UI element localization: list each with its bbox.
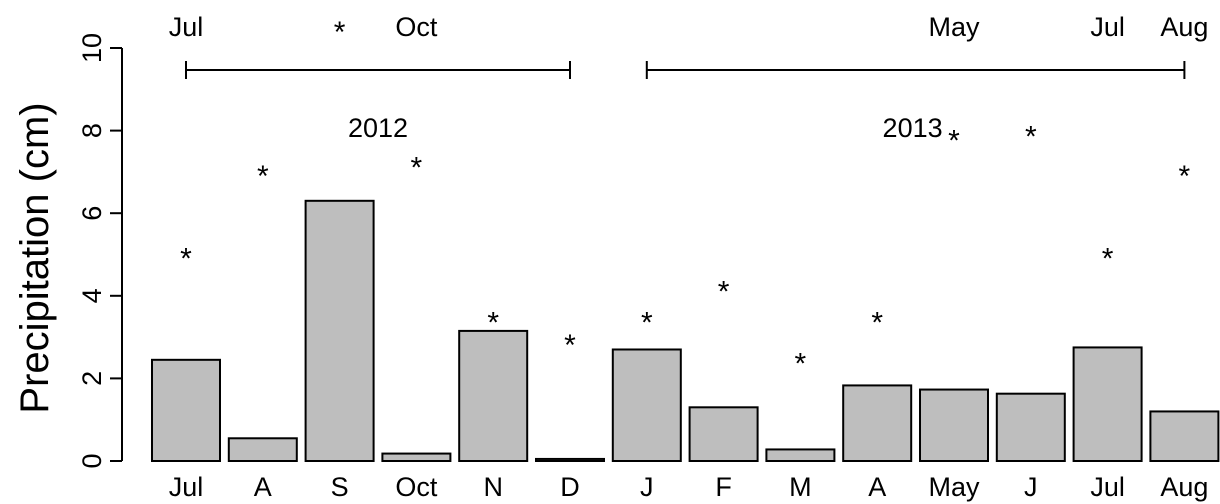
x-tick-label: A bbox=[254, 472, 272, 502]
x-tick-label: D bbox=[560, 472, 580, 502]
bar bbox=[381, 452, 452, 463]
y-tick-label: 10 bbox=[77, 33, 107, 63]
significance-star: * bbox=[1025, 121, 1037, 154]
y-axis: 0 2 4 6 8 10 bbox=[77, 33, 123, 469]
x-tick-label: F bbox=[715, 472, 732, 502]
y-tick-label: 8 bbox=[77, 123, 107, 138]
bar bbox=[842, 384, 913, 462]
x-tick-label: J bbox=[1024, 472, 1038, 502]
significance-star: * bbox=[871, 306, 883, 339]
bar bbox=[919, 388, 989, 462]
bar bbox=[1072, 346, 1143, 462]
bar bbox=[1149, 410, 1220, 463]
top-month-label: May bbox=[928, 12, 980, 42]
year-label: 2013 bbox=[883, 113, 943, 143]
top-labels: Jul * Oct May Jul Aug bbox=[169, 12, 1209, 49]
significance-star: * bbox=[257, 160, 269, 193]
x-tick-label: Oct bbox=[395, 472, 438, 502]
significance-star: * bbox=[795, 348, 807, 381]
year-brackets: 2012 2013 bbox=[185, 61, 1186, 143]
top-month-label: Jul bbox=[1090, 12, 1125, 42]
y-tick-label: 6 bbox=[77, 206, 107, 221]
x-axis-labels: Jul A S Oct N D J F M A May J Jul Aug bbox=[169, 472, 1209, 502]
top-month-label: Aug bbox=[1160, 12, 1208, 42]
y-tick-label: 2 bbox=[77, 371, 107, 386]
x-tick-label: S bbox=[331, 472, 349, 502]
x-tick-label: A bbox=[868, 472, 886, 502]
significance-star: * bbox=[641, 306, 653, 339]
significance-star: * bbox=[1102, 242, 1114, 275]
x-tick-label: M bbox=[789, 472, 812, 502]
significance-star: * bbox=[718, 275, 730, 308]
bars bbox=[151, 199, 1220, 463]
y-tick-label: 0 bbox=[77, 453, 107, 468]
y-axis-label: Precipitation (cm) bbox=[13, 102, 57, 413]
bar bbox=[227, 437, 298, 463]
significance-star: * bbox=[1179, 160, 1191, 193]
bar bbox=[151, 358, 221, 462]
significance-star: * bbox=[411, 152, 423, 185]
top-month-label: Oct bbox=[395, 12, 438, 42]
x-tick-label: J bbox=[640, 472, 654, 502]
significance-star: * bbox=[948, 125, 960, 158]
top-star: * bbox=[334, 16, 346, 49]
significance-star: * bbox=[180, 242, 192, 275]
year-label: 2012 bbox=[348, 113, 408, 143]
x-tick-label: Aug bbox=[1160, 472, 1208, 502]
top-month-label: Jul bbox=[169, 12, 204, 42]
bar bbox=[611, 348, 682, 462]
bar bbox=[304, 199, 375, 462]
bar bbox=[535, 457, 605, 462]
x-tick-label: Jul bbox=[169, 472, 204, 502]
x-tick-label: Jul bbox=[1090, 472, 1125, 502]
bar bbox=[688, 406, 759, 462]
significance-stars: * * * * * * * * * * * * * bbox=[180, 121, 1190, 381]
bar bbox=[995, 392, 1066, 462]
significance-star: * bbox=[564, 329, 576, 362]
x-tick-label: May bbox=[928, 472, 980, 502]
bar bbox=[765, 448, 836, 463]
bar bbox=[458, 329, 529, 462]
x-tick-label: N bbox=[483, 472, 503, 502]
significance-star: * bbox=[487, 306, 499, 339]
y-tick-label: 4 bbox=[77, 288, 107, 303]
